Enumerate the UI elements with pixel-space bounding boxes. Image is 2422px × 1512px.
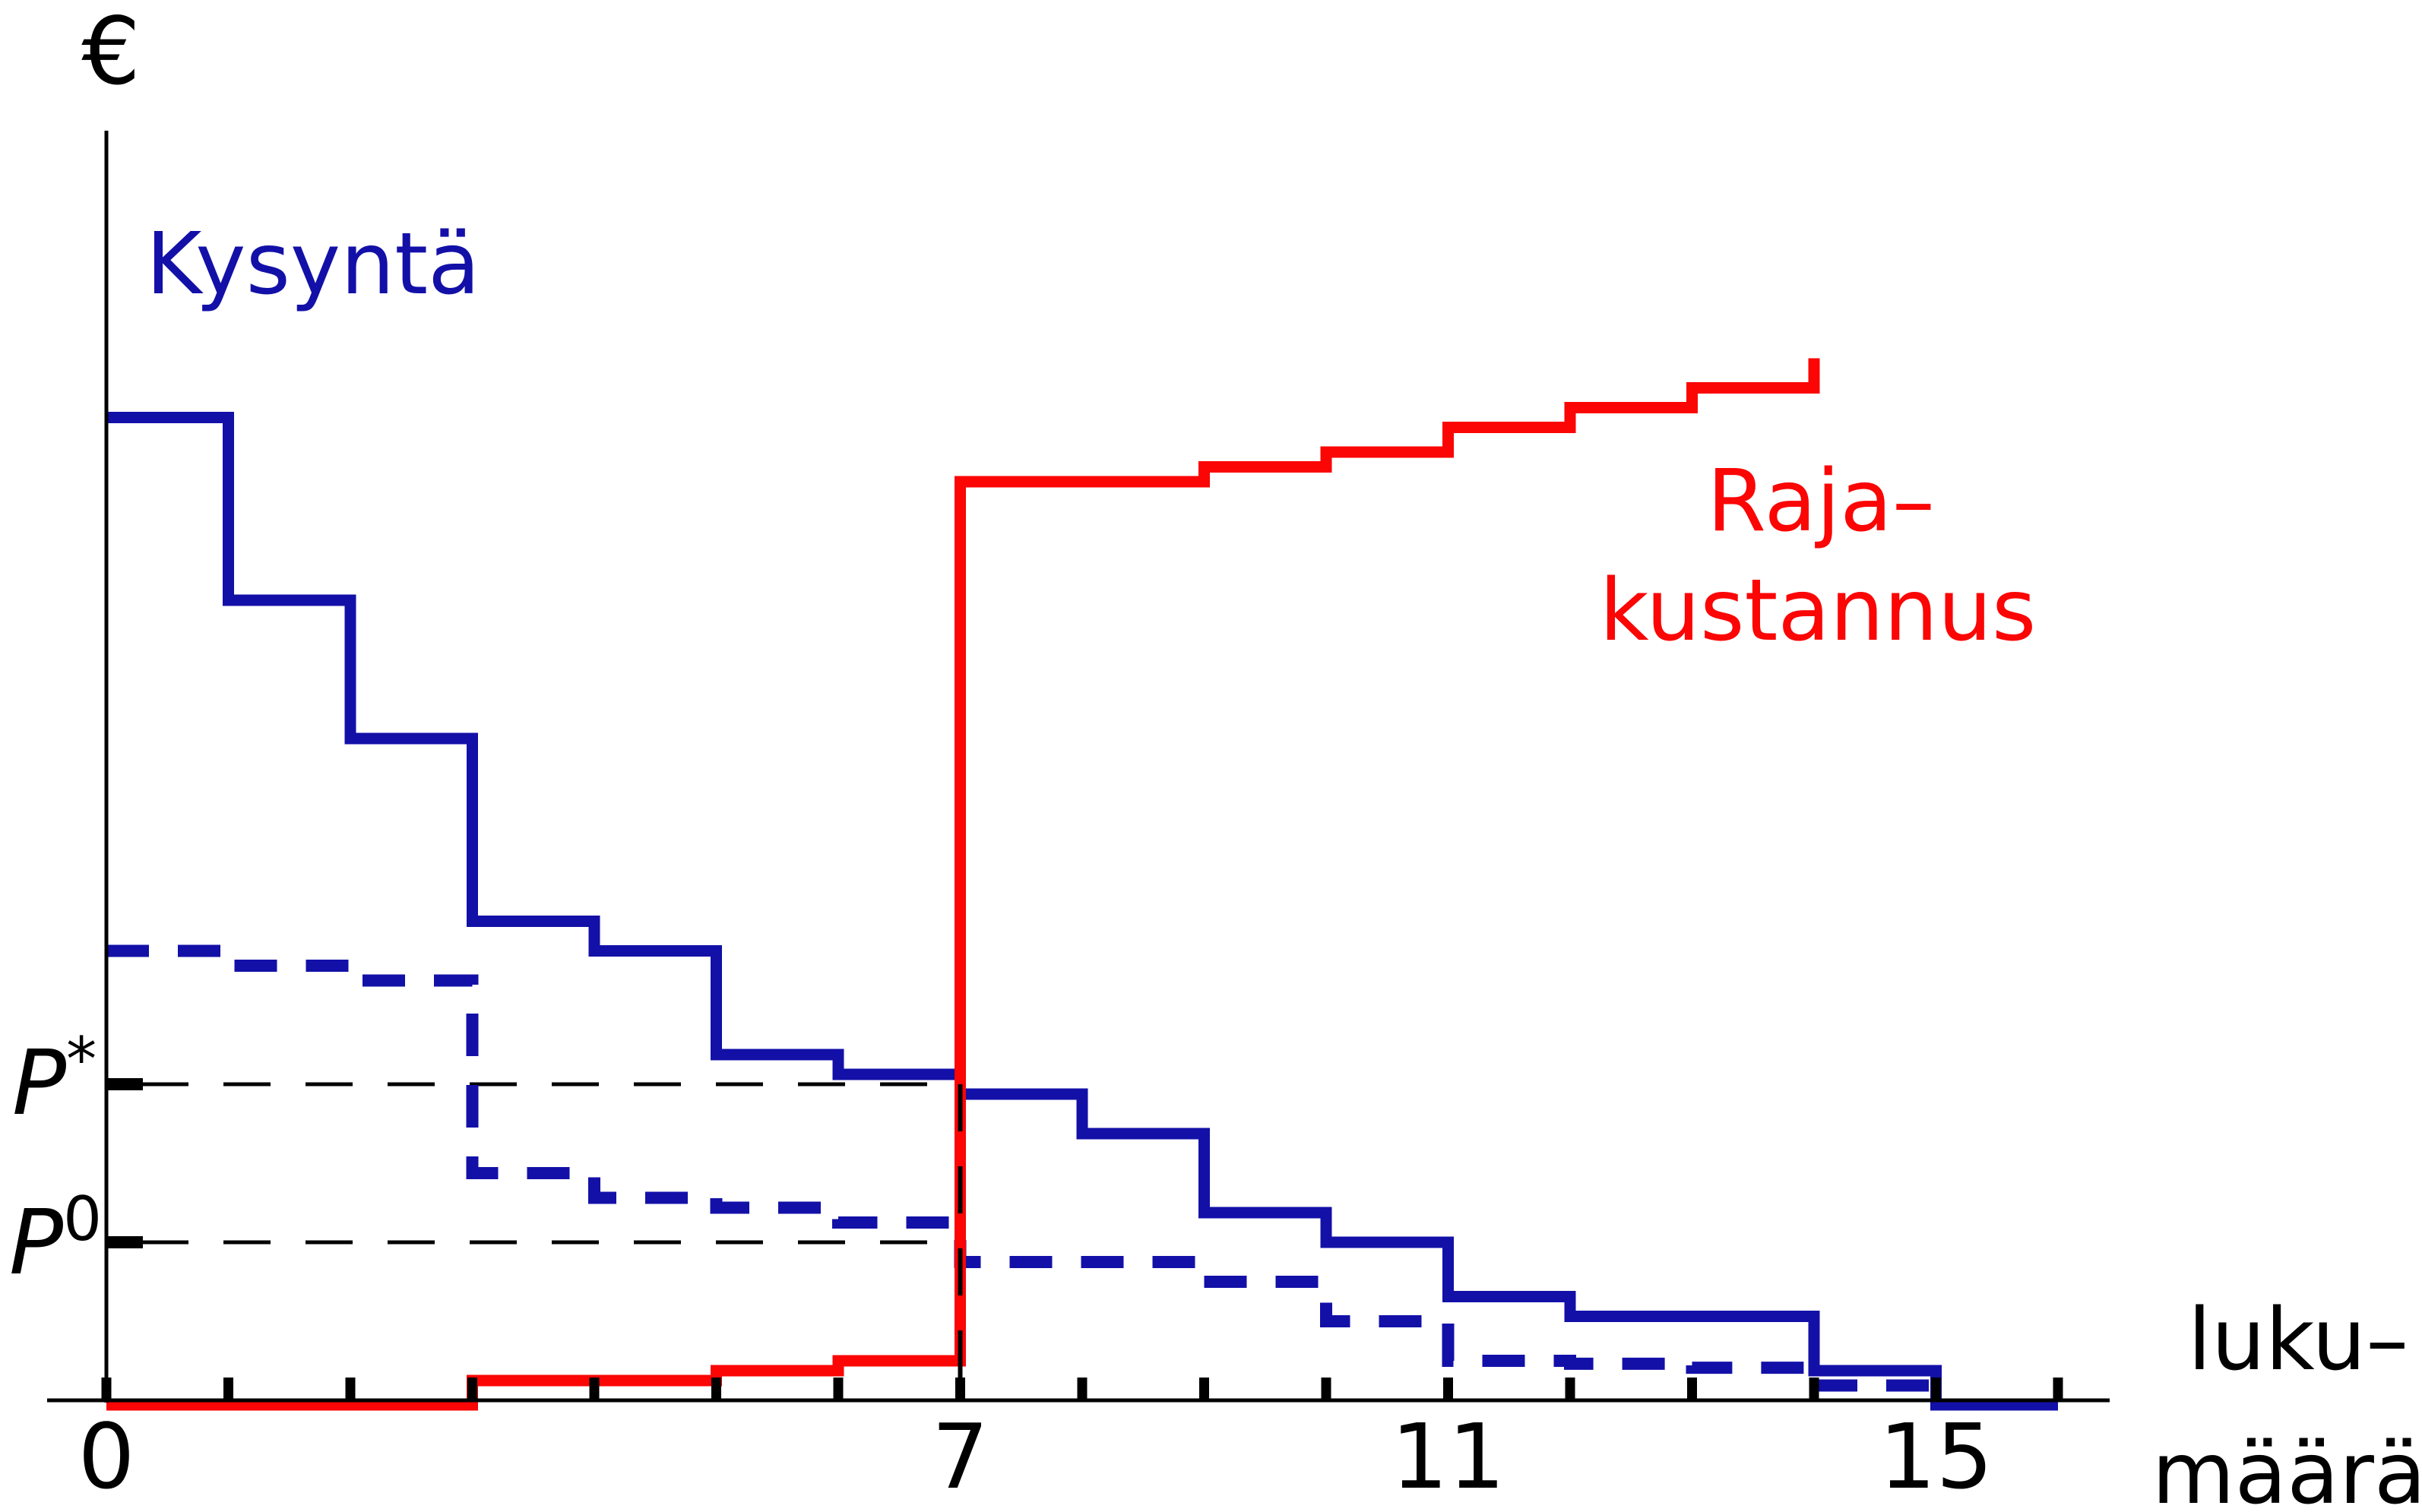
x-tick [2053,1378,2063,1400]
marginal-cost-label-line1: Raja– [1707,452,1935,551]
p-star-label: P* [12,1024,97,1135]
x-ticks [101,1378,2063,1400]
x-tick-label: 15 [1879,1404,1993,1509]
x-tick [345,1378,356,1400]
x-tick [223,1378,233,1400]
x-tick [833,1378,844,1400]
x-tick [1565,1378,1575,1400]
reference-lines [141,1082,961,1245]
price-axis-stub-marks [106,1078,143,1248]
text-labels: € Kysyntä Raja– kustannus P* P0 luku– mä… [9,0,2422,1512]
series-group [106,358,2058,1411]
x-tick [1443,1378,1453,1400]
marginal-cost-label-line2: kustannus [1600,561,2037,660]
x-tick [1199,1378,1209,1400]
y-axis-unit-label: € [81,0,141,106]
p-zero-superscript: 0 [63,1184,102,1254]
p-star-base: P [12,1030,66,1135]
x-tick [1321,1378,1331,1400]
x-tick [589,1378,600,1400]
x-tick-label: 7 [932,1404,989,1509]
demand-label: Kysyntä [146,215,480,314]
x-tick-label: 0 [78,1404,135,1509]
demand-curve [106,412,2058,1411]
marginal-cost-curve [106,358,1820,1411]
x-tick [101,1378,112,1400]
x-tick [467,1378,477,1400]
price-stub-mark [106,1078,143,1090]
x-tick-labels: 0 7 11 15 [78,1404,1993,1509]
axes [47,131,2110,1403]
p-zero-label: P0 [9,1184,102,1295]
x-tick [1931,1378,1941,1400]
x-tick [711,1378,721,1400]
x-tick [1687,1378,1697,1400]
x-tick [1809,1378,1819,1400]
x-tick [955,1378,965,1400]
price-stub-mark [106,1236,143,1248]
p-zero-base: P [9,1190,63,1295]
x-tick-label: 11 [1391,1404,1505,1509]
x-tick [1077,1378,1088,1400]
x-axis-label-line1: luku– [2188,1291,2409,1390]
p-star-superscript: * [66,1024,97,1095]
x-axis-label-line2: määrä [2151,1425,2422,1512]
